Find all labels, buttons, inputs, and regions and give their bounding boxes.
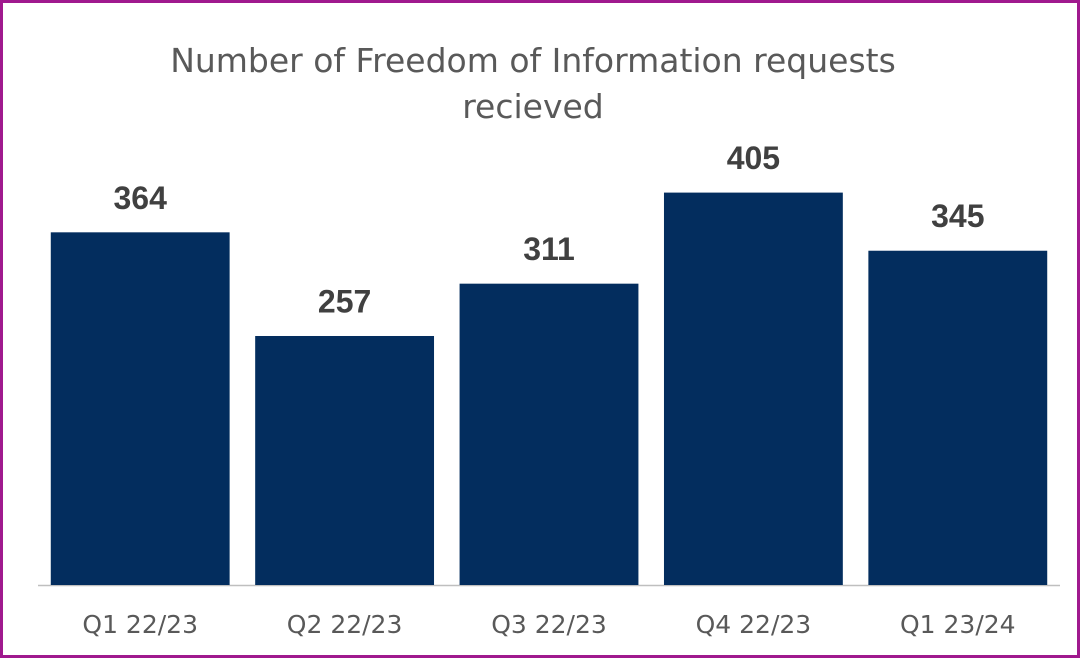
x-tick-label: Q1 23/24 bbox=[900, 610, 1016, 639]
chart-title: Number of Freedom of Information request… bbox=[170, 41, 896, 126]
x-tick-label: Q2 22/23 bbox=[287, 610, 403, 639]
x-tick-label: Q3 22/23 bbox=[491, 610, 607, 639]
data-label: 405 bbox=[727, 140, 780, 176]
data-label: 257 bbox=[318, 283, 371, 319]
bar bbox=[663, 192, 843, 585]
x-tick-label: Q4 22/23 bbox=[696, 610, 812, 639]
data-label: 345 bbox=[931, 198, 984, 234]
data-label: 364 bbox=[114, 180, 168, 216]
bar bbox=[868, 250, 1048, 585]
bar bbox=[459, 283, 639, 585]
bar bbox=[50, 232, 230, 585]
data-label: 311 bbox=[523, 231, 575, 267]
x-tick-label: Q1 22/23 bbox=[82, 610, 198, 639]
bar bbox=[255, 335, 435, 585]
